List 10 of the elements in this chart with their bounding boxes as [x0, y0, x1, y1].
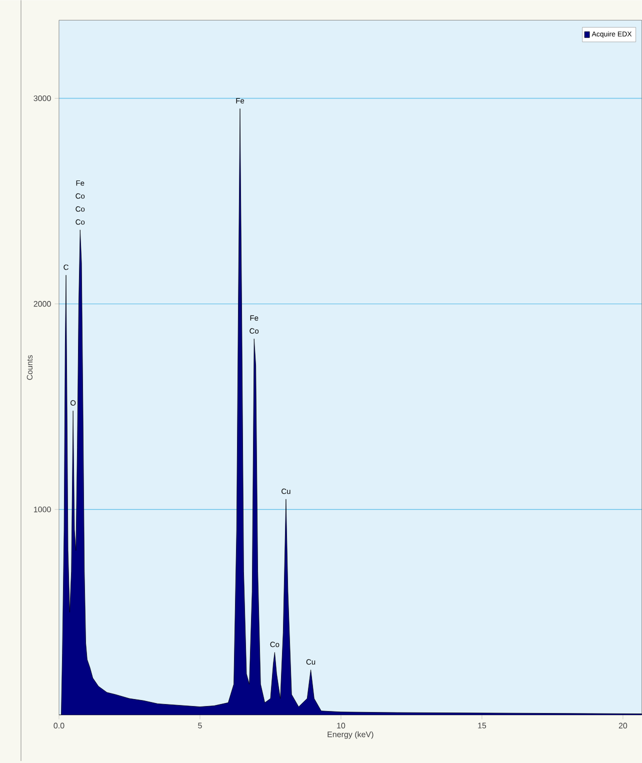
x-tick-label: 20	[618, 722, 627, 728]
y-axis-title: Counts	[26, 355, 32, 380]
x-tick-label: 10	[337, 722, 345, 728]
x-tick-label: 5	[198, 722, 202, 728]
y-tick-label: 3000	[34, 95, 51, 102]
x-tick-label: 0.0	[54, 722, 64, 728]
y-tick-label: 1000	[34, 506, 51, 512]
x-tick-label: 15	[478, 722, 486, 728]
x-axis-title: Energy (keV)	[328, 731, 374, 739]
y-tick-label: 2000	[34, 301, 51, 307]
